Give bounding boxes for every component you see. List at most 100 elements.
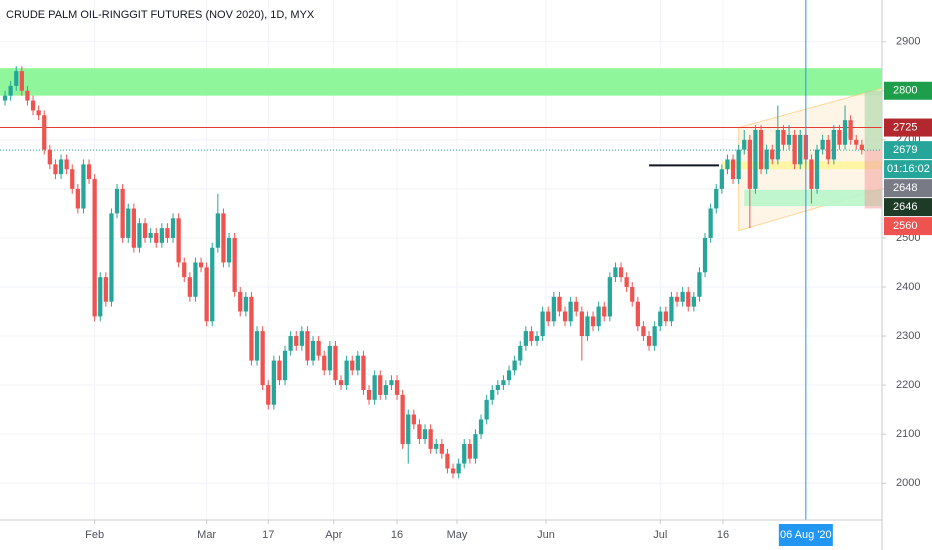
candle-body xyxy=(635,301,640,327)
candle-body xyxy=(210,247,215,322)
candle-body xyxy=(288,336,293,351)
y-tick-label: 2100 xyxy=(896,428,920,440)
candle-body xyxy=(428,429,433,449)
candle-body xyxy=(372,375,377,400)
candle-body xyxy=(747,139,752,189)
candle-body xyxy=(378,375,383,395)
candle-body xyxy=(680,291,685,302)
candle-body xyxy=(674,296,680,302)
candle-body xyxy=(562,311,568,322)
candle-body xyxy=(691,296,696,307)
candle-body xyxy=(154,233,159,243)
candle-body xyxy=(630,286,635,302)
price-label-bg xyxy=(884,217,932,236)
candle-body xyxy=(837,130,842,145)
candle-body xyxy=(254,331,260,361)
countdown: 01:16:02 xyxy=(887,163,930,175)
candle-body xyxy=(462,443,467,464)
candle-body xyxy=(590,316,596,327)
candle-body xyxy=(725,159,730,170)
candle-body xyxy=(389,380,394,386)
candle-body xyxy=(518,345,523,361)
candle-body xyxy=(322,355,327,371)
candle-body xyxy=(551,296,556,322)
candle-body xyxy=(764,149,769,170)
candle-body xyxy=(786,134,792,145)
candle-body xyxy=(697,272,702,297)
candle-body xyxy=(663,311,668,322)
candle-body xyxy=(708,208,713,238)
candle-body xyxy=(400,394,405,444)
candle-body xyxy=(607,277,612,317)
candle-body xyxy=(669,296,674,322)
green-box xyxy=(744,189,882,207)
yellow-band xyxy=(721,161,882,170)
candle-body xyxy=(417,424,422,440)
candle-body xyxy=(249,296,254,361)
price-label: 2679 xyxy=(893,144,917,156)
candle-body xyxy=(131,208,136,248)
candle-body xyxy=(215,213,220,248)
candle-body xyxy=(557,296,562,312)
candle-body xyxy=(506,370,512,381)
candle-body xyxy=(641,326,646,337)
x-tick-label: 16 xyxy=(717,529,729,541)
candle-body xyxy=(165,228,170,238)
candle-body xyxy=(310,340,316,361)
candle-body xyxy=(294,336,299,346)
candle-body xyxy=(266,385,271,405)
x-tick-label: 16 xyxy=(391,529,403,541)
candle-body xyxy=(53,164,58,175)
y-tick-label: 2000 xyxy=(896,477,920,489)
candle-body xyxy=(221,213,226,263)
position-target xyxy=(864,90,882,151)
price-label: 2646 xyxy=(893,201,917,213)
candle-body xyxy=(814,149,820,189)
candle-body xyxy=(596,306,601,327)
candle-body xyxy=(579,311,584,337)
candle-body xyxy=(8,85,13,96)
y-tick-label: 2400 xyxy=(896,281,920,293)
candle-body xyxy=(204,267,209,322)
candle-body xyxy=(495,385,500,390)
candle-body xyxy=(742,139,747,150)
position-stop xyxy=(864,150,882,209)
x-tick-label: May xyxy=(447,529,468,541)
candle-body xyxy=(383,385,388,395)
candle-body xyxy=(19,71,24,91)
candle-body xyxy=(305,331,310,361)
candle-body xyxy=(602,306,607,317)
candle-body xyxy=(327,345,332,371)
x-tick-label: Jul xyxy=(653,529,667,541)
candle-body xyxy=(809,159,814,189)
candle-body xyxy=(120,188,125,238)
candle-body xyxy=(42,115,47,150)
candle-body xyxy=(182,262,187,278)
candle-body xyxy=(299,331,304,346)
candle-body xyxy=(686,291,691,307)
candle-body xyxy=(775,130,780,160)
candle-body xyxy=(792,134,797,165)
candle-body xyxy=(512,360,517,371)
candle-body xyxy=(81,164,86,209)
candle-body xyxy=(546,311,551,322)
candle-body xyxy=(361,355,366,390)
candle-body xyxy=(585,316,590,337)
candle-body xyxy=(98,277,103,317)
chart-title: CRUDE PALM OIL-RINGGIT FUTURES (NOV 2020… xyxy=(6,9,315,21)
candle-body xyxy=(333,345,338,381)
candle-body xyxy=(187,277,192,297)
candle-body xyxy=(473,434,478,459)
candle-body xyxy=(574,301,579,312)
candle-body xyxy=(92,179,97,317)
x-tick-label: Feb xyxy=(85,529,104,541)
price-label: 2725 xyxy=(893,121,917,133)
candle-body xyxy=(411,414,416,425)
price-label-bg xyxy=(884,81,932,100)
candle-body xyxy=(58,159,64,175)
candle-body xyxy=(848,120,853,140)
candle-body xyxy=(523,331,528,346)
price-label: 2560 xyxy=(893,220,917,232)
candle-body xyxy=(137,223,142,248)
